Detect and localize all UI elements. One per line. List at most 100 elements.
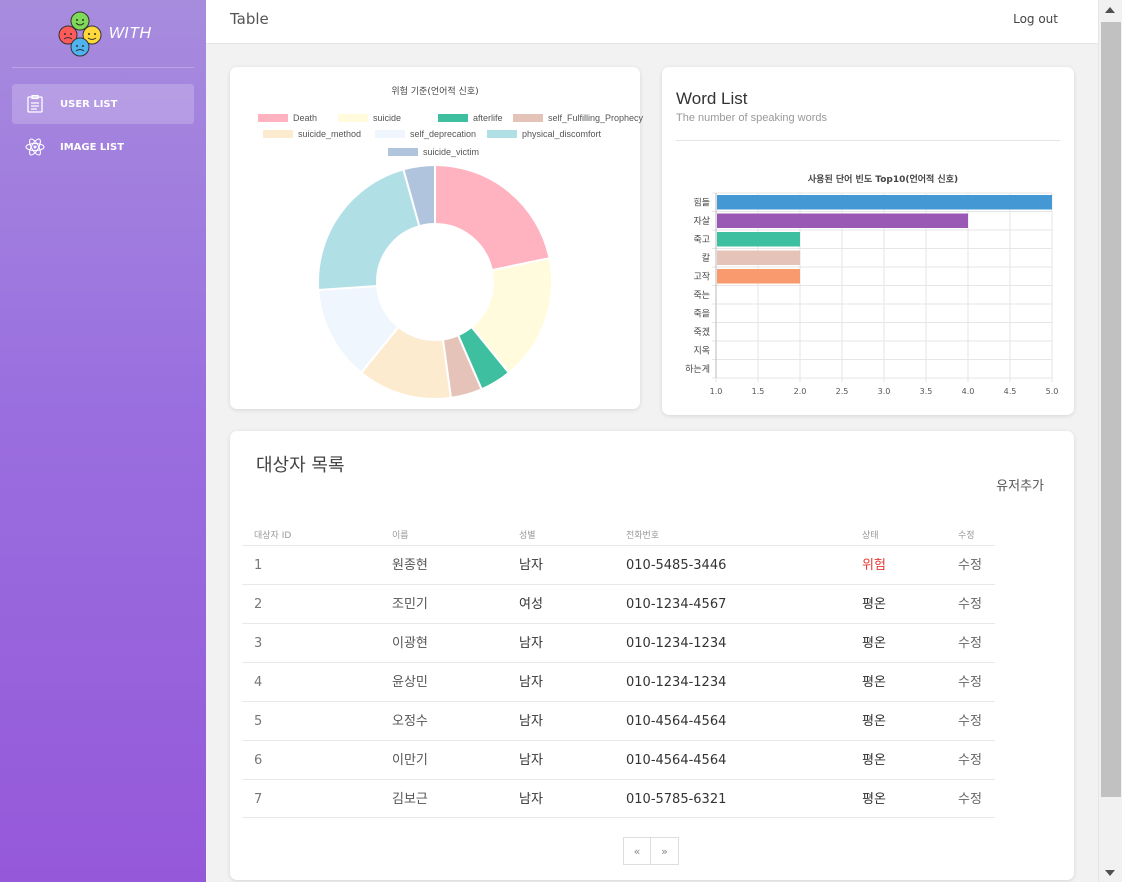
- legend-swatch: [388, 148, 418, 156]
- bar-4[interactable]: [717, 269, 800, 284]
- donut-slice-suicide-victim[interactable]: [402, 163, 436, 228]
- edit-button[interactable]: 수정: [958, 636, 982, 651]
- y-tick-label: 고작: [693, 271, 710, 282]
- pagination: « »: [623, 837, 679, 865]
- edit-button[interactable]: 수정: [958, 558, 982, 573]
- edit-button[interactable]: 수정: [958, 675, 982, 690]
- brand-name: WITH: [108, 24, 152, 42]
- legend-item[interactable]: self_Fulfilling_Prophecy: [513, 113, 643, 123]
- donut-slice-death[interactable]: [434, 163, 551, 272]
- sidebar-item-user-list[interactable]: USER LIST: [12, 84, 194, 124]
- legend-swatch: [438, 114, 468, 122]
- y-tick-label: 지옥: [693, 345, 710, 356]
- divider: [676, 140, 1060, 141]
- x-tick-label: 1.5: [752, 387, 765, 396]
- legend-label: self_Fulfilling_Prophecy: [548, 113, 644, 123]
- legend-item[interactable]: Death: [258, 113, 317, 123]
- edit-button[interactable]: 수정: [958, 792, 982, 807]
- cell-gender: 남자: [519, 792, 543, 807]
- scroll-up-icon[interactable]: [1105, 7, 1115, 13]
- cell-name: 윤상민: [392, 675, 428, 690]
- bar-0[interactable]: [717, 195, 1052, 210]
- y-tick-label: 힘들: [693, 197, 710, 208]
- y-tick-label: 자살: [693, 216, 710, 227]
- donut-chart: 위험 기준(언어적 신호): [317, 85, 553, 400]
- cell-status: 평온: [862, 753, 886, 768]
- x-tick-label: 4.0: [962, 387, 975, 396]
- edit-button[interactable]: 수정: [958, 753, 982, 768]
- legend-item[interactable]: suicide: [338, 113, 401, 123]
- scroll-thumb[interactable]: [1101, 22, 1121, 797]
- cell-phone: 010-5485-3446: [626, 558, 727, 573]
- table-row: 3 이광현 남자 010-1234-1234 평온 수정: [242, 623, 995, 662]
- app-logo[interactable]: WITH: [12, 0, 194, 68]
- emoji-faces-icon: [58, 11, 102, 56]
- y-tick-label: 죽을: [693, 308, 710, 319]
- scrollbar[interactable]: [1098, 0, 1122, 882]
- clipboard-icon: [24, 93, 46, 115]
- legend-label: suicide_victim: [423, 147, 480, 157]
- cell-status: 평온: [862, 792, 886, 807]
- next-page-button[interactable]: »: [651, 837, 679, 865]
- legend-label: afterlife: [473, 113, 503, 123]
- legend-label: suicide_method: [298, 129, 362, 139]
- scroll-down-icon[interactable]: [1105, 870, 1115, 876]
- cell-phone: 010-5785-6321: [626, 792, 727, 807]
- cell-status: 평온: [862, 714, 886, 729]
- legend-item[interactable]: afterlife: [438, 113, 503, 123]
- cell-id: 4: [254, 675, 263, 690]
- legend-swatch: [338, 114, 368, 122]
- page-title: Table: [230, 10, 269, 28]
- cell-name: 조민기: [392, 597, 428, 612]
- x-tick-label: 4.5: [1004, 387, 1017, 396]
- chart-title: 사용된 단어 빈도 Top10(언어적 신호): [808, 173, 958, 185]
- add-user-button[interactable]: 유저추가: [996, 479, 1044, 494]
- cell-name: 이만기: [392, 753, 428, 768]
- legend-swatch: [513, 114, 543, 122]
- legend-swatch: [487, 130, 517, 138]
- legend-label: Death: [293, 113, 318, 123]
- legend-item[interactable]: suicide_method: [263, 129, 361, 139]
- cell-name: 오정수: [392, 714, 428, 729]
- word-list-subtitle: The number of speaking words: [676, 112, 828, 124]
- legend-label: self_deprecation: [410, 129, 477, 139]
- donut-slice-suicide[interactable]: [470, 257, 553, 375]
- column-header-name: 이름: [392, 531, 409, 541]
- legend-swatch: [263, 130, 293, 138]
- legend-swatch: [258, 114, 288, 122]
- bar-2[interactable]: [717, 232, 800, 247]
- table-header: 대상자 ID 이름 성별 전화번호 상태 수정: [242, 527, 995, 545]
- column-header-status: 상태: [862, 531, 879, 541]
- legend-item[interactable]: suicide_victim: [388, 147, 479, 157]
- cell-phone: 010-1234-1234: [626, 675, 727, 690]
- x-tick-label: 5.0: [1046, 387, 1059, 396]
- prev-page-button[interactable]: «: [623, 837, 651, 865]
- sidebar-item-label: USER LIST: [60, 98, 118, 110]
- cell-gender: 남자: [519, 558, 543, 573]
- atom-icon: [24, 136, 46, 158]
- sidebar: WITH USER LIST IMAGE LIST: [0, 0, 206, 882]
- chart-title: 위험 기준(언어적 신호): [391, 85, 478, 97]
- cell-gender: 여성: [519, 597, 543, 612]
- risk-chart-card: Death suicide afterlife self_Fulfilling_Pro…: [230, 67, 643, 409]
- table-row: 6 이만기 남자 010-4564-4564 평온 수정: [242, 740, 995, 779]
- user-table-card: 대상자 목록 유저추가 대상자 ID 이름 성별 전화번호 상태 수정 1 원종…: [230, 431, 1074, 880]
- cell-gender: 남자: [519, 675, 543, 690]
- donut-slice-physical-discomfort[interactable]: [317, 168, 421, 292]
- logout-button[interactable]: Log out: [1013, 12, 1058, 26]
- bar-3[interactable]: [717, 250, 800, 266]
- bar-1[interactable]: [717, 213, 968, 229]
- sidebar-item-image-list[interactable]: IMAGE LIST: [12, 127, 194, 167]
- legend-item[interactable]: physical_discomfort: [487, 129, 601, 139]
- edit-button[interactable]: 수정: [958, 714, 982, 729]
- legend-item[interactable]: self_deprecation: [375, 129, 476, 139]
- y-tick-label: 죽는: [693, 290, 710, 301]
- column-header-gender: 성별: [519, 531, 536, 541]
- x-tick-label: 3.0: [878, 387, 891, 396]
- cell-phone: 010-4564-4564: [626, 714, 727, 729]
- cell-id: 2: [254, 597, 263, 612]
- table-row: 2 조민기 여성 010-1234-4567 평온 수정: [242, 584, 995, 623]
- edit-button[interactable]: 수정: [958, 597, 982, 612]
- cell-id: 1: [254, 558, 263, 573]
- cell-phone: 010-1234-1234: [626, 636, 727, 651]
